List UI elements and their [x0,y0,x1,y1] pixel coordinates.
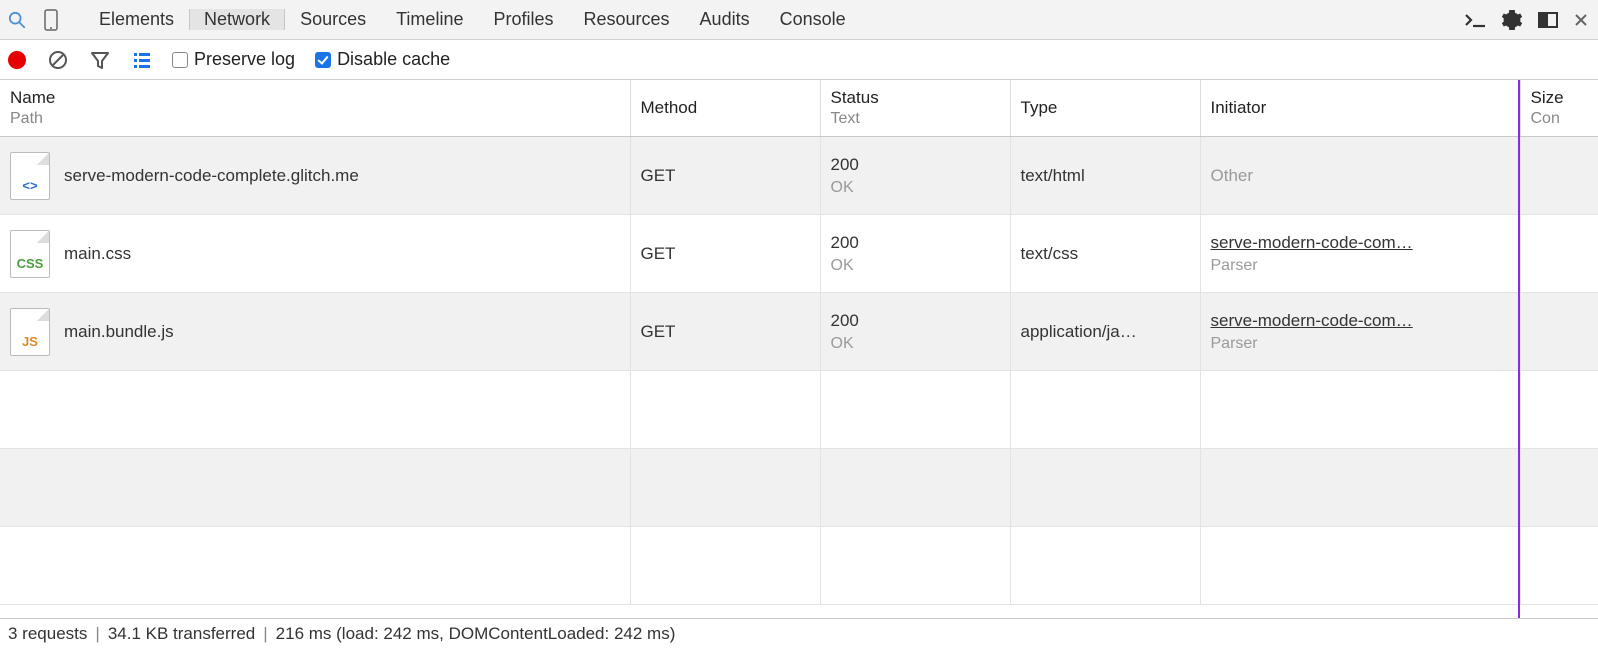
column-header-method[interactable]: Method [630,80,820,137]
column-header-status[interactable]: Status Text [820,80,1010,137]
initiator-text: Other [1211,166,1254,185]
filter-icon[interactable] [90,50,110,70]
file-type-icon: JS [10,308,50,356]
status-time: 216 ms [276,624,332,644]
file-type-icon: CSS [10,230,50,278]
status-detail: (load: 242 ms, DOMContentLoaded: 242 ms) [336,624,675,644]
initiator-link[interactable]: serve-modern-code-com… [1211,233,1413,252]
column-header-initiator[interactable]: Initiator [1200,80,1520,137]
status-text: OK [831,257,1000,275]
disable-cache-label: Disable cache [337,49,450,70]
request-method: GET [630,215,820,293]
status-code: 200 [831,311,859,330]
request-type: text/html [1010,137,1200,215]
record-button-icon[interactable] [8,51,26,69]
status-transferred: 34.1 KB transferred [108,624,255,644]
request-type: text/css [1010,215,1200,293]
disable-cache-checkbox[interactable]: Disable cache [315,49,450,70]
status-code: 200 [831,233,859,252]
tab-profiles[interactable]: Profiles [478,9,568,30]
status-requests: 3 requests [8,624,87,644]
request-method: GET [630,137,820,215]
tabbar-right [1464,10,1592,30]
status-text: OK [831,335,1000,353]
preserve-log-checkbox[interactable]: Preserve log [172,49,295,70]
request-name: main.bundle.js [64,322,174,342]
initiator-sub: Parser [1211,335,1510,353]
device-mode-icon[interactable] [44,9,58,31]
tab-timeline[interactable]: Timeline [381,9,478,30]
devtools-tabbar: ElementsNetworkSourcesTimelineProfilesRe… [0,0,1598,40]
request-name: main.css [64,244,131,264]
initiator-link[interactable]: serve-modern-code-com… [1211,311,1413,330]
table-row [0,371,1598,449]
tab-audits[interactable]: Audits [685,9,765,30]
column-header-name[interactable]: Name Path [0,80,630,137]
table-row [0,527,1598,605]
dock-side-icon[interactable] [1538,12,1558,28]
request-size [1520,137,1598,215]
table-row [0,449,1598,527]
toggle-drawer-icon[interactable] [1464,12,1486,28]
network-requests-table: Name Path Method Status Text Type Initia… [0,80,1598,605]
tab-sources[interactable]: Sources [285,9,381,30]
preserve-log-label: Preserve log [194,49,295,70]
overview-toggle-icon[interactable] [132,50,152,70]
clear-icon[interactable] [48,50,68,70]
table-row[interactable]: JS main.bundle.js GET 200 OK application/ja… s… [0,293,1598,371]
search-icon[interactable] [8,11,26,29]
column-header-type[interactable]: Type [1010,80,1200,137]
table-row[interactable]: CSS main.css GET 200 OK text/css serve-modern-… [0,215,1598,293]
column-header-size[interactable]: Size Con [1520,80,1598,137]
tab-resources[interactable]: Resources [569,9,685,30]
initiator-sub: Parser [1211,257,1510,275]
table-row[interactable]: <> serve-modern-code-complete.glitch.me GE… [0,137,1598,215]
tabbar-left: ElementsNetworkSourcesTimelineProfilesRe… [6,9,861,31]
request-name: serve-modern-code-complete.glitch.me [64,166,359,186]
settings-gear-icon[interactable] [1502,10,1522,30]
request-method: GET [630,293,820,371]
tab-network[interactable]: Network [189,9,285,30]
request-size [1520,215,1598,293]
status-bar: 3 requests | 34.1 KB transferred | 216 m… [0,618,1598,648]
tab-elements[interactable]: Elements [84,9,189,30]
network-toolbar: Preserve log Disable cache [0,40,1598,80]
close-devtools-icon[interactable] [1574,13,1588,27]
network-rows: <> serve-modern-code-complete.glitch.me GE… [0,137,1598,605]
status-code: 200 [831,155,859,174]
file-type-icon: <> [10,152,50,200]
request-size [1520,293,1598,371]
tabs-container: ElementsNetworkSourcesTimelineProfilesRe… [84,9,861,30]
network-table-wrap: Name Path Method Status Text Type Initia… [0,80,1598,618]
tab-console[interactable]: Console [765,9,861,30]
request-type: application/ja… [1010,293,1200,371]
status-text: OK [831,179,1000,197]
